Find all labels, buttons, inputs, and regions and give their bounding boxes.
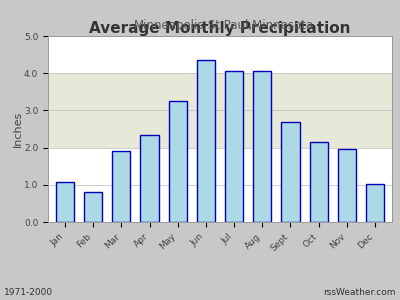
Y-axis label: Inches: Inches xyxy=(12,111,22,147)
Bar xyxy=(310,142,328,222)
Bar xyxy=(338,149,356,222)
Bar xyxy=(48,73,392,148)
Bar xyxy=(281,122,300,222)
Bar xyxy=(253,70,272,222)
Bar xyxy=(225,71,243,222)
Text: 1971-2000: 1971-2000 xyxy=(4,288,53,297)
Bar xyxy=(197,60,215,222)
Bar xyxy=(84,192,102,222)
Text: rssWeather.com: rssWeather.com xyxy=(324,288,396,297)
Bar xyxy=(168,101,187,222)
Bar xyxy=(140,135,159,222)
Bar xyxy=(56,182,74,222)
Bar xyxy=(366,184,384,222)
Title: Average Monthly Precipitation: Average Monthly Precipitation xyxy=(89,21,351,36)
Text: Minneapolis-St.Paul,Minnesota: Minneapolis-St.Paul,Minnesota xyxy=(134,20,314,32)
Bar xyxy=(112,151,130,222)
